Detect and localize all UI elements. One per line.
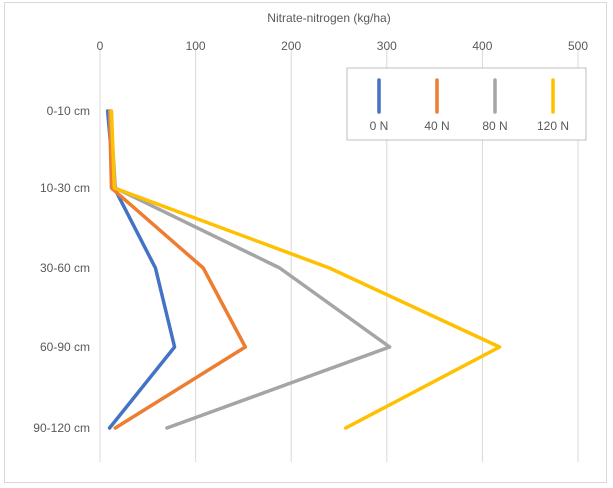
series-lines xyxy=(105,109,502,430)
x-tick-labels: 0 100 200 300 400 500 xyxy=(97,39,589,53)
series-line xyxy=(105,109,177,430)
legend-box xyxy=(346,67,587,141)
legend-label: 0 N xyxy=(370,119,389,133)
legend: 0 N 40 N 80 N 120 N xyxy=(346,67,587,141)
x-axis-title: Nitrate-nitrogen (kg/ha) xyxy=(267,11,390,25)
series-line xyxy=(107,109,248,430)
legend-label: 120 N xyxy=(537,119,569,133)
x-tick-label: 300 xyxy=(377,39,397,53)
x-tick-label: 200 xyxy=(281,39,301,53)
legend-label: 40 N xyxy=(424,119,449,133)
legend-label: 80 N xyxy=(482,119,507,133)
y-tick-label: 90-120 cm xyxy=(33,421,90,435)
y-tick-labels: 0-10 cm 10-30 cm 30-60 cm 60-90 cm 90-120 cm xyxy=(33,104,90,435)
series-line xyxy=(108,109,392,430)
x-tick-label: 500 xyxy=(568,39,588,53)
x-tick-label: 400 xyxy=(472,39,492,53)
y-tick-label: 10-30 cm xyxy=(40,181,90,195)
x-tick-label: 100 xyxy=(186,39,206,53)
y-tick-label: 60-90 cm xyxy=(40,340,90,354)
series-line xyxy=(109,109,502,430)
y-tick-label: 30-60 cm xyxy=(40,261,90,275)
x-tick-label: 0 xyxy=(97,39,104,53)
y-tick-label: 0-10 cm xyxy=(47,104,90,118)
